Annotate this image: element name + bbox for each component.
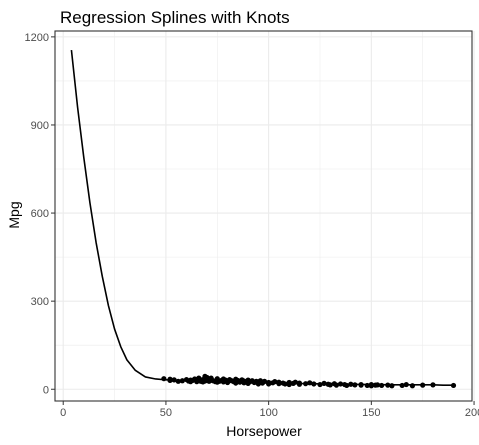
data-point bbox=[420, 382, 426, 388]
data-point bbox=[175, 378, 181, 384]
plot-area: 0 50 100 150 200 0 300 600 900 1200 bbox=[25, 30, 479, 419]
chart-title: Regression Splines with Knots bbox=[60, 8, 290, 27]
panel-border bbox=[54, 30, 473, 402]
data-point bbox=[337, 381, 344, 387]
data-point bbox=[161, 376, 167, 382]
data-point bbox=[296, 380, 303, 386]
y-axis-label: Mpg bbox=[6, 201, 22, 228]
data-point bbox=[179, 378, 185, 384]
data-point bbox=[167, 376, 173, 382]
data-point bbox=[379, 382, 385, 389]
data-point bbox=[276, 379, 282, 385]
data-point bbox=[368, 381, 374, 388]
data-point bbox=[348, 381, 354, 387]
data-point bbox=[286, 381, 292, 388]
data-point bbox=[344, 382, 350, 389]
x-axis-label: Horsepower bbox=[226, 423, 302, 439]
y-tick-label: 600 bbox=[31, 208, 49, 220]
x-tick-label: 150 bbox=[362, 407, 380, 419]
data-point bbox=[333, 382, 340, 388]
x-tick-label: 100 bbox=[259, 407, 277, 419]
data-point bbox=[261, 378, 268, 384]
data-point bbox=[403, 381, 409, 388]
data-point bbox=[171, 377, 177, 383]
data-point bbox=[389, 383, 395, 389]
data-point bbox=[266, 381, 272, 387]
data-point bbox=[399, 382, 405, 389]
y-tick-label: 900 bbox=[31, 120, 49, 132]
data-point bbox=[272, 379, 278, 385]
data-point bbox=[317, 381, 323, 388]
data-point bbox=[292, 379, 298, 385]
data-point bbox=[307, 380, 313, 386]
data-point bbox=[311, 381, 317, 387]
y-tick-label: 0 bbox=[43, 384, 49, 396]
data-point bbox=[385, 382, 391, 388]
x-tick-label: 50 bbox=[160, 407, 172, 419]
data-point bbox=[430, 382, 436, 388]
data-point bbox=[409, 383, 416, 389]
x-tick-label: 200 bbox=[465, 407, 479, 419]
data-point bbox=[358, 381, 364, 388]
data-point bbox=[450, 382, 457, 389]
x-tick-label: 0 bbox=[60, 407, 66, 419]
data-point bbox=[327, 382, 333, 388]
data-point bbox=[364, 382, 370, 389]
y-tick-label: 1200 bbox=[25, 32, 49, 44]
data-point bbox=[282, 381, 288, 387]
data-point bbox=[374, 382, 381, 388]
data-point bbox=[303, 381, 309, 387]
y-tick-label: 300 bbox=[31, 296, 49, 308]
data-point bbox=[352, 382, 358, 388]
data-point bbox=[321, 380, 327, 386]
